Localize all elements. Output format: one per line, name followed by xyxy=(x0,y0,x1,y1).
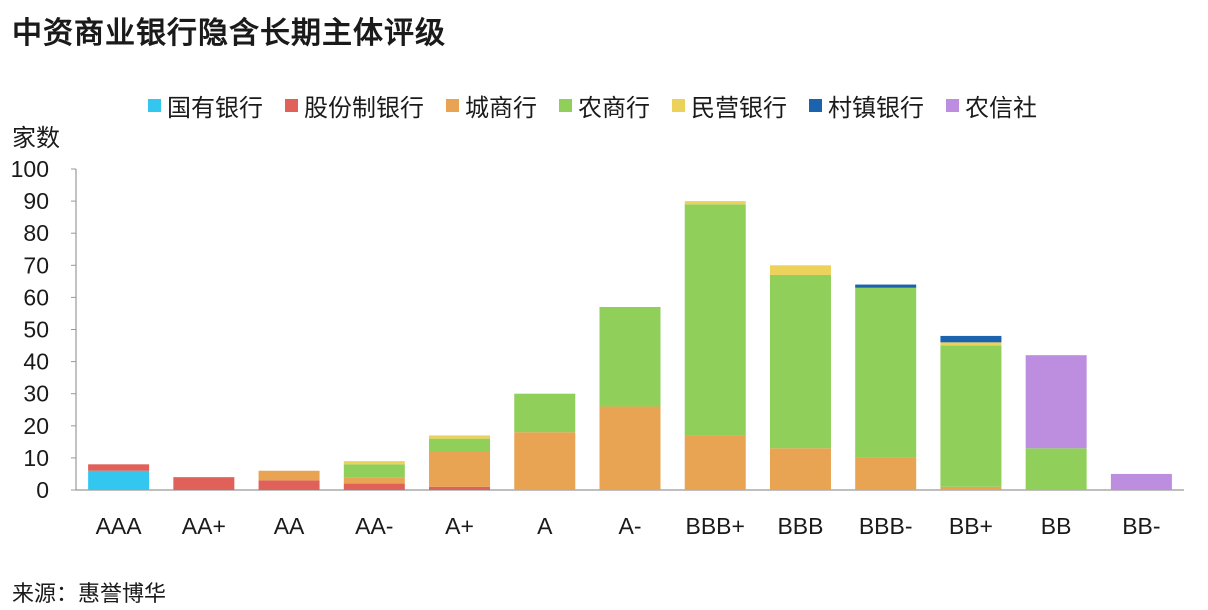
x-tick-label: AA xyxy=(274,513,305,539)
bar-segment xyxy=(1110,473,1172,490)
bar-segment xyxy=(940,345,1002,487)
x-tick-label: AA- xyxy=(355,513,393,539)
legend-item: 农信社 xyxy=(946,88,1037,123)
y-tick-label: 70 xyxy=(23,252,49,278)
x-tick-label: AA+ xyxy=(182,513,226,539)
y-tick-label: 10 xyxy=(23,445,49,471)
source-note: 来源：惠誉博华 xyxy=(12,582,167,607)
bar-segment xyxy=(343,464,405,478)
y-tick-label: 80 xyxy=(23,220,49,246)
y-tick-label: 30 xyxy=(23,381,49,407)
y-tick-label: 50 xyxy=(23,317,49,343)
legend-item: 股份制银行 xyxy=(285,88,424,123)
bar-segment xyxy=(514,432,576,490)
bar-segment xyxy=(429,438,491,452)
legend-swatch xyxy=(946,99,959,112)
x-tick-label: BBB xyxy=(777,513,823,539)
x-tick-label: AAA xyxy=(96,513,143,539)
y-tick-label: 40 xyxy=(23,349,49,375)
x-tick-label: BBB+ xyxy=(685,513,744,539)
x-tick-label: BB+ xyxy=(949,513,993,539)
bar-segment xyxy=(769,448,831,490)
bar-segment xyxy=(769,265,831,275)
legend-swatch xyxy=(285,99,298,112)
legend-label: 国有银行 xyxy=(167,94,263,122)
bar-segment xyxy=(429,486,491,490)
bar-segment xyxy=(1025,355,1087,449)
bar-segment xyxy=(429,451,491,487)
bar-segment xyxy=(173,477,235,490)
bar-segment xyxy=(1025,448,1087,490)
bar-segment xyxy=(684,201,746,205)
y-tick-label: 0 xyxy=(36,477,49,503)
bar-segment xyxy=(514,393,576,433)
legend-item: 国有银行 xyxy=(148,88,263,123)
y-tick-label: 60 xyxy=(23,284,49,310)
legend-label: 农商行 xyxy=(578,94,650,122)
legend-swatch xyxy=(559,99,572,112)
legend-swatch xyxy=(809,99,822,112)
x-tick-label: BB xyxy=(1041,513,1072,539)
legend-label: 村镇银行 xyxy=(828,94,924,122)
y-tick-label: 90 xyxy=(23,188,49,214)
legend-item: 民营银行 xyxy=(672,88,787,123)
bar-segment xyxy=(343,477,405,484)
legend-swatch xyxy=(446,99,459,112)
legend-swatch xyxy=(148,99,161,112)
legend-item: 村镇银行 xyxy=(809,88,924,123)
bar-segment xyxy=(343,483,405,490)
bar-segment xyxy=(855,457,917,490)
chart-title: 中资商业银行隐含长期主体评级 xyxy=(12,16,446,51)
bar-segment xyxy=(684,204,746,436)
bar-segment xyxy=(940,342,1002,346)
legend: 国有银行 股份制银行 城商行 农商行 民营银行 村镇银行 农信社 xyxy=(148,88,1037,123)
legend-label: 民营银行 xyxy=(691,94,787,122)
bar-segment xyxy=(684,435,746,490)
y-axis-label: 家数 xyxy=(12,124,60,152)
bar-segment xyxy=(343,461,405,465)
bar-segment xyxy=(599,406,661,490)
bar-segment xyxy=(940,335,1002,343)
bar-segment xyxy=(599,307,661,407)
legend-label: 城商行 xyxy=(465,94,537,122)
x-tick-label: BBB- xyxy=(859,513,913,539)
legend-label: 农信社 xyxy=(965,94,1037,122)
bar-segment xyxy=(940,486,1002,490)
x-tick-label: A- xyxy=(619,513,642,539)
legend-item: 农商行 xyxy=(559,88,650,123)
x-tick-label: A xyxy=(537,513,553,539)
bar-segment xyxy=(88,470,150,490)
legend-swatch xyxy=(672,99,685,112)
bar-segment xyxy=(769,274,831,449)
x-tick-label: A+ xyxy=(445,513,474,539)
bar-segment xyxy=(88,464,150,471)
bar-segment xyxy=(855,284,917,288)
bar-segment xyxy=(429,435,491,439)
legend-label: 股份制银行 xyxy=(304,94,424,122)
x-tick-label: BB- xyxy=(1122,513,1160,539)
y-tick-label: 100 xyxy=(11,156,49,182)
bar-segment xyxy=(855,287,917,458)
bar-segment xyxy=(258,470,320,481)
y-tick-label: 20 xyxy=(23,413,49,439)
bar-segment xyxy=(258,480,320,490)
legend-item: 城商行 xyxy=(446,88,537,123)
